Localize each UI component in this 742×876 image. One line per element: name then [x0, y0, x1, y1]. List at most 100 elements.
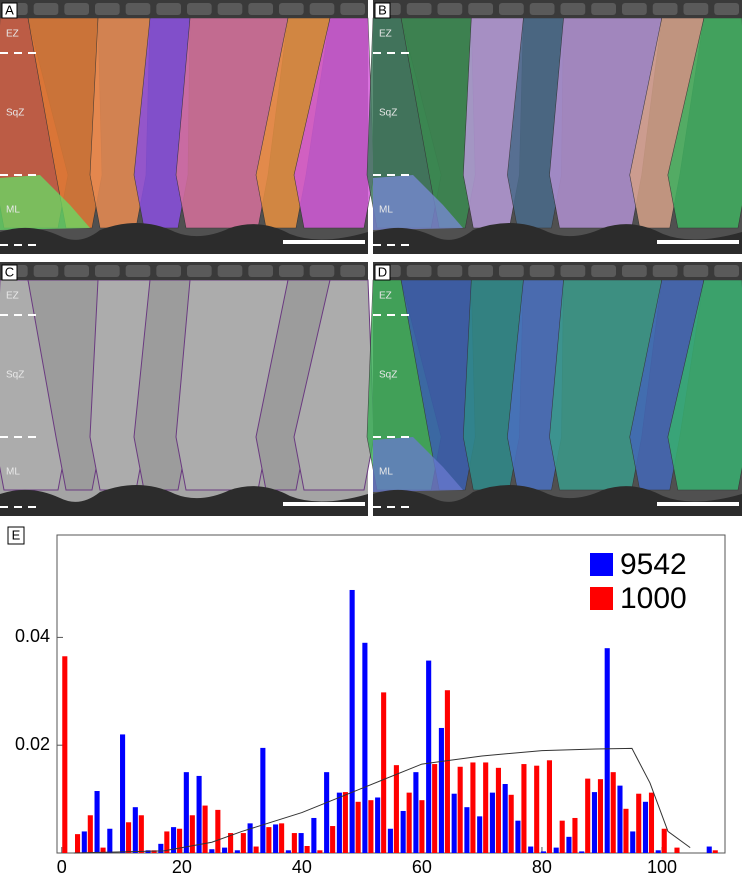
zone-label: ML	[379, 205, 393, 216]
bar	[324, 772, 330, 853]
top-blob	[652, 265, 678, 277]
zone-label: SqZ	[379, 370, 397, 381]
bar	[432, 764, 438, 853]
bar	[642, 801, 649, 853]
top-band	[0, 262, 368, 280]
bar	[502, 784, 508, 853]
bar	[368, 800, 374, 853]
panel-label-box	[374, 264, 391, 281]
y-tick-label: 0.04	[15, 626, 50, 646]
bar	[138, 815, 144, 853]
top-blob	[529, 265, 555, 277]
scale-bar	[657, 502, 739, 506]
bar	[661, 828, 667, 853]
bar	[291, 833, 297, 853]
bar	[126, 822, 132, 853]
bar	[444, 690, 450, 853]
top-blob	[406, 3, 432, 15]
bar	[120, 734, 126, 853]
bar	[591, 792, 598, 853]
top-band	[373, 0, 742, 18]
top-blob	[156, 3, 181, 15]
fit-curve	[73, 747, 691, 854]
top-blob	[714, 265, 739, 277]
bar	[630, 831, 636, 853]
bar	[151, 850, 157, 853]
bottom-region	[373, 484, 742, 516]
x-tick-label: 100	[647, 857, 677, 876]
bar	[623, 808, 629, 853]
zone-label: ML	[6, 467, 20, 478]
top-blob	[622, 3, 647, 15]
bar	[311, 817, 317, 853]
bar	[572, 817, 578, 853]
bar	[597, 779, 604, 853]
bar	[260, 747, 266, 853]
bar	[304, 845, 310, 853]
panel-label-box	[374, 2, 391, 19]
top-blob	[340, 3, 365, 15]
bar	[387, 828, 393, 853]
bar	[81, 831, 87, 853]
bar	[508, 794, 514, 853]
top-blob	[683, 265, 709, 277]
bar	[215, 809, 221, 853]
bar	[426, 660, 432, 853]
bar	[228, 833, 234, 853]
top-blob	[279, 265, 304, 277]
top-blob	[499, 3, 524, 15]
micrograph-panel: EZ SqZ ML B	[366, 0, 742, 254]
bar	[451, 793, 457, 853]
bottom-region	[0, 484, 368, 516]
top-blob	[217, 3, 243, 15]
bar	[355, 801, 361, 853]
y-tick-label: 0.02	[15, 734, 50, 754]
legend-label: 9542	[620, 548, 687, 581]
panel-label-box	[1, 2, 18, 19]
bar	[419, 800, 425, 853]
grain	[667, 279, 742, 491]
scale-bar	[283, 502, 365, 506]
top-blob	[217, 265, 243, 277]
melt-layer	[373, 437, 463, 492]
bar	[546, 760, 552, 853]
bar	[342, 792, 348, 853]
bottom-region	[373, 222, 742, 254]
bar	[636, 793, 642, 853]
zone-label: SqZ	[379, 108, 397, 119]
top-blob	[95, 3, 120, 15]
top-blob	[33, 3, 59, 15]
bar	[617, 785, 623, 853]
bar	[489, 792, 495, 853]
panel-label-box	[7, 526, 25, 545]
legend-swatch	[590, 553, 613, 576]
panel-label: A	[5, 2, 14, 17]
top-blob	[64, 3, 89, 15]
bar	[285, 850, 291, 853]
bar	[247, 823, 253, 853]
top-blob	[64, 265, 89, 277]
top-blob	[622, 265, 647, 277]
legend-label: 1000	[620, 582, 687, 615]
bar	[566, 836, 572, 853]
bar	[413, 772, 419, 853]
bar	[189, 815, 195, 853]
zone-label: EZ	[6, 291, 19, 302]
zone-label: EZ	[379, 29, 392, 40]
bar	[706, 846, 712, 853]
scale-bar	[657, 240, 739, 244]
bar	[94, 791, 100, 853]
top-band	[373, 262, 742, 280]
bar	[464, 807, 470, 853]
bar	[158, 843, 164, 853]
micrograph-panel: EZ SqZ ML D	[366, 262, 742, 516]
bar	[317, 850, 323, 853]
bar	[362, 642, 368, 853]
micrograph-panel: EZ SqZ ML A	[0, 0, 375, 254]
grain	[667, 17, 742, 229]
top-blob	[340, 265, 365, 277]
zone-label: EZ	[379, 291, 392, 302]
bar	[559, 820, 565, 853]
top-blob	[187, 3, 212, 15]
